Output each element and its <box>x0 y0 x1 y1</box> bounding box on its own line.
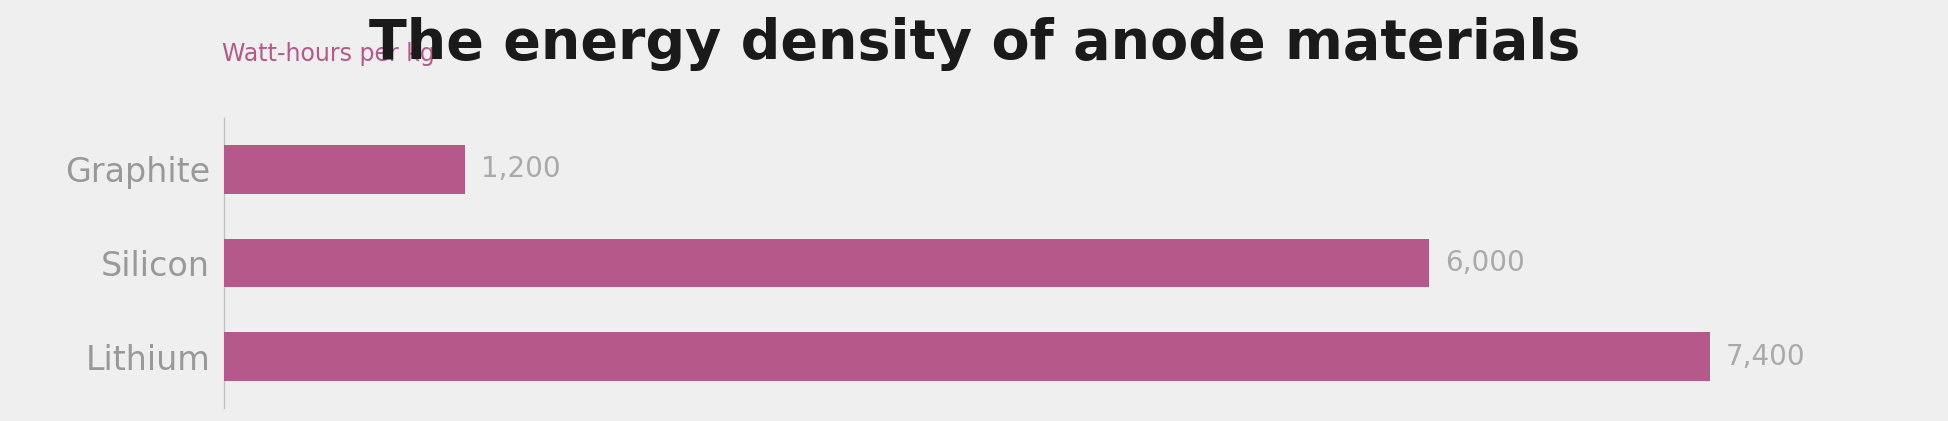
Text: 6,000: 6,000 <box>1443 249 1523 277</box>
Text: The energy density of anode materials: The energy density of anode materials <box>368 17 1580 71</box>
Bar <box>224 239 1428 288</box>
Bar <box>224 145 466 194</box>
Text: Watt-hours per kg: Watt-hours per kg <box>222 42 434 66</box>
Text: 7,400: 7,400 <box>1726 343 1804 371</box>
Text: 1,200: 1,200 <box>481 155 561 184</box>
Bar <box>224 333 1708 381</box>
